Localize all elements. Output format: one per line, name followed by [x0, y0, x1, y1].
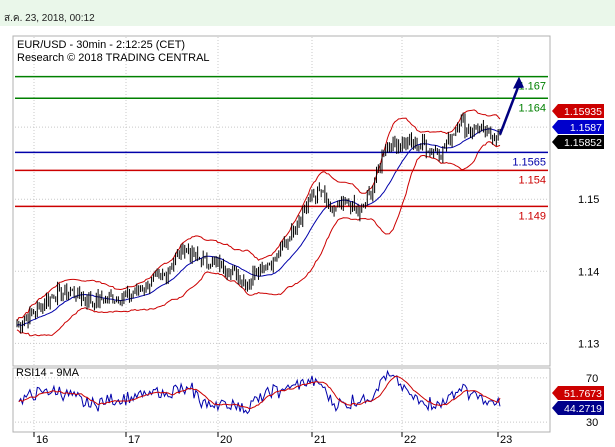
price-badge-shape-0: [552, 104, 604, 118]
rsi-lines: [18, 369, 501, 415]
rsi-badge-44.2719: 44.2719: [564, 403, 602, 415]
date-label-23: 23: [500, 434, 512, 446]
rsi-badges: 51.7673 44.2719: [552, 386, 604, 415]
rsi-badge-shape-0: [552, 386, 604, 400]
rsi-ma-line: [18, 375, 501, 410]
price-tick-1.14: 1.14: [578, 266, 599, 278]
date-label-21: 21: [314, 434, 326, 446]
price-tick-1.15: 1.15: [578, 194, 599, 206]
timestamp-label: ส.ค. 23, 2018, 00:12: [4, 13, 95, 24]
bollinger-upper-band: [16, 109, 501, 322]
chart-area: 1.167 1.164 1.1565 1.154 1.149 1.13 1.14 1.15 1…: [12, 35, 604, 446]
rsi-tick-70: 70: [586, 373, 598, 385]
level-lines-layer: 1.167 1.164 1.1565 1.154 1.149: [15, 75, 548, 222]
chart-header-line2: Research © 2018 TRADING CENTRAL: [17, 52, 210, 64]
chart-header-line1: EUR/USD - 30min - 2:12:25 (CET): [17, 39, 185, 51]
price-badge-shape-1: [552, 120, 604, 134]
price-badge-shape-2: [552, 135, 604, 149]
level-label-1.167: 1.167: [518, 81, 546, 93]
price-panel-frame: [12, 35, 551, 367]
level-label-1.154: 1.154: [518, 174, 546, 186]
price-badges: 1.15935 1.1587 1.15852: [552, 104, 604, 149]
bollinger-band-layer: [16, 109, 501, 337]
date-label-17: 17: [128, 434, 140, 446]
forecast-arrow-layer: [498, 76, 524, 136]
rsi-badge-51.7673: 51.7673: [564, 388, 602, 400]
price-bars-layer: [16, 112, 501, 334]
price-tick-1.13: 1.13: [578, 338, 599, 350]
level-label-1.1565: 1.1565: [512, 156, 546, 168]
forecast-arrow-head: [513, 76, 524, 89]
level-label-1.164: 1.164: [518, 102, 546, 114]
price-badge-1.1587: 1.1587: [570, 122, 602, 134]
rsi-title: RSI14 - 9MA: [16, 367, 80, 379]
rsi-tick-30: 30: [586, 417, 598, 429]
price-badge-1.15935: 1.15935: [564, 106, 602, 118]
date-label-22: 22: [404, 434, 416, 446]
price-badge-1.15852: 1.15852: [564, 137, 602, 149]
rsi-badge-shape-1: [552, 401, 604, 415]
forecast-arrow-shaft: [498, 84, 521, 136]
timestamp-bar: ส.ค. 23, 2018, 00:12: [0, 0, 615, 26]
date-label-16: 16: [36, 434, 48, 446]
bollinger-lower-band: [16, 141, 501, 337]
rsi-line: [18, 369, 501, 415]
price-axis-labels: 1.131.141.151.16: [578, 122, 599, 350]
level-label-1.149: 1.149: [518, 210, 546, 222]
date-label-20: 20: [220, 434, 232, 446]
date-axis-labels: 16 17 20 21 22 23: [33, 432, 512, 446]
rsi-axis-labels: 30 70: [586, 373, 598, 429]
